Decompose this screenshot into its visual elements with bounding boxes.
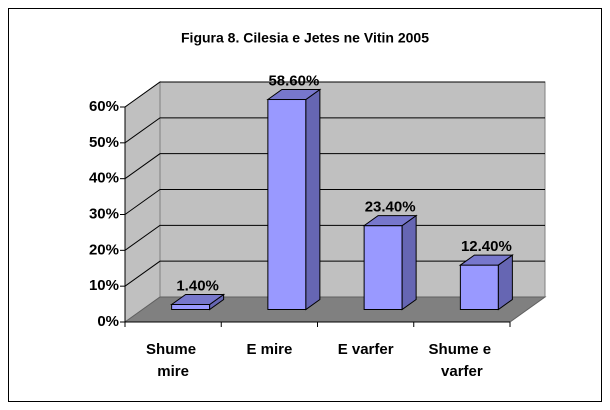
x-tick-label-line: mire xyxy=(157,363,189,380)
bar-top xyxy=(362,215,418,227)
y-tick-label: 10% xyxy=(89,277,119,294)
bar-top xyxy=(458,254,514,266)
chart-title: Figura 8. Cilesia e Jetes ne Vitin 2005 xyxy=(181,30,429,46)
bar xyxy=(459,264,499,311)
bar xyxy=(363,225,403,310)
y-tick-label: 30% xyxy=(89,205,119,222)
grid-line xyxy=(124,224,545,251)
grid-line xyxy=(124,81,545,108)
bar-side xyxy=(401,214,417,311)
y-tick-label: 50% xyxy=(89,134,119,151)
bar-top xyxy=(266,89,322,101)
y-tick-label: 0% xyxy=(97,313,119,330)
data-label: 23.40% xyxy=(365,199,416,216)
bar-side xyxy=(305,88,321,311)
y-tick-label: 40% xyxy=(89,170,119,187)
grid-line xyxy=(124,260,545,287)
x-tick-label-line: Shume xyxy=(146,341,200,358)
grid-line xyxy=(124,117,545,144)
x-tick-label: E varfer xyxy=(338,341,394,358)
x-tick-label-line: Shume e xyxy=(429,341,496,358)
bar xyxy=(171,303,211,311)
x-tick-label: E mire xyxy=(246,341,292,358)
bar-top xyxy=(170,293,226,305)
x-tick-label: Shume e varfer xyxy=(429,341,496,380)
x-tick-label-line: varfer xyxy=(441,363,483,380)
bar xyxy=(267,99,307,311)
data-label: 58.60% xyxy=(268,72,319,89)
grid-line xyxy=(124,189,545,215)
x-tick-label: Shume mire xyxy=(146,341,200,380)
data-label: 1.40% xyxy=(176,277,219,294)
data-label: 12.40% xyxy=(461,238,512,255)
grid-line xyxy=(124,153,545,180)
y-tick-label: 60% xyxy=(89,98,119,115)
y-tick-label: 20% xyxy=(89,241,119,258)
